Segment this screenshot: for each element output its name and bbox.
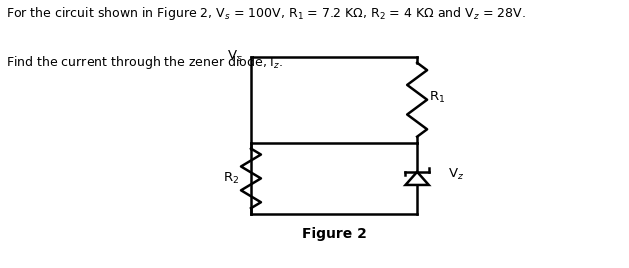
Text: V$_z$: V$_z$	[448, 167, 464, 182]
Text: For the circuit shown in Figure 2, V$_s$ = 100V, R$_1$ = 7.2 K$\Omega$, R$_2$ = : For the circuit shown in Figure 2, V$_s$…	[6, 5, 526, 22]
Text: Find the current through the zener diode, I$_z$.: Find the current through the zener diode…	[6, 54, 284, 70]
Text: R$_1$: R$_1$	[430, 90, 446, 105]
Text: R$_2$: R$_2$	[223, 171, 239, 186]
Text: Figure 2: Figure 2	[302, 228, 367, 241]
Text: V$_s$: V$_s$	[227, 49, 243, 64]
